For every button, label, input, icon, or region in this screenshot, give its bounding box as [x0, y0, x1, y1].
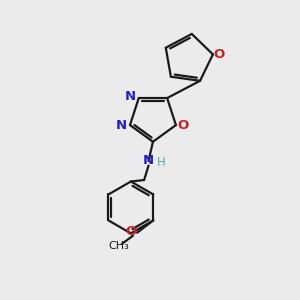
- Text: N: N: [142, 154, 154, 167]
- Text: H: H: [157, 156, 165, 169]
- Text: N: N: [116, 119, 127, 132]
- Text: CH₃: CH₃: [108, 241, 129, 251]
- Text: O: O: [214, 48, 225, 61]
- Text: O: O: [178, 118, 189, 132]
- Text: O: O: [125, 225, 136, 239]
- Text: N: N: [125, 90, 136, 103]
